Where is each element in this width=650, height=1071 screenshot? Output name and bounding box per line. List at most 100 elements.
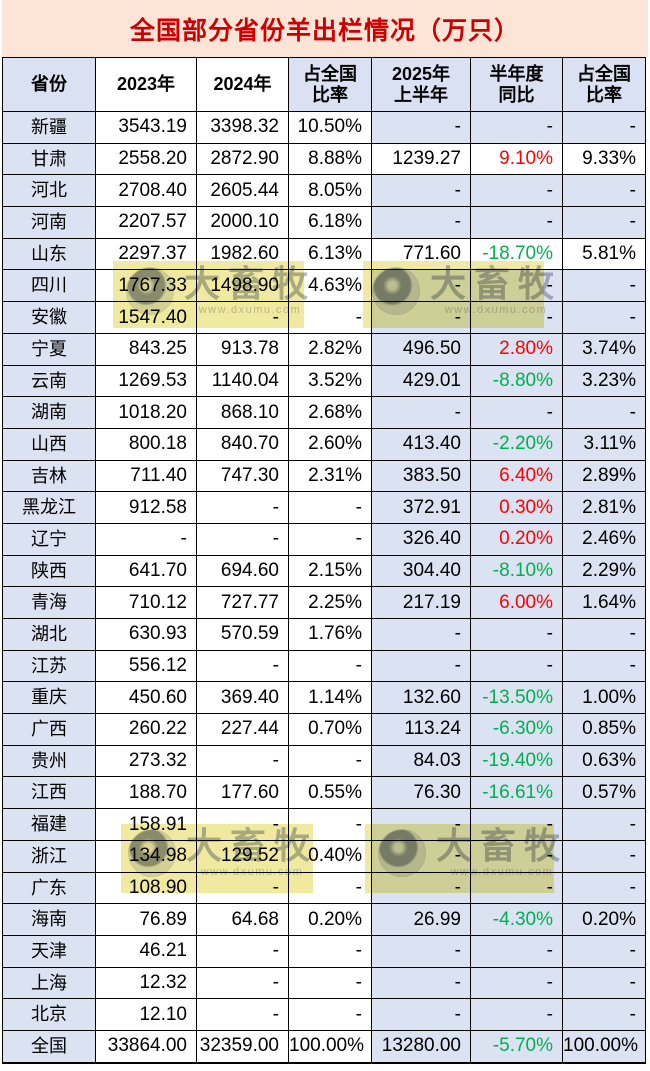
column-header-province: 省份 — [2, 57, 96, 112]
column-header-2025h1: 2025年 上半年 — [371, 57, 471, 112]
cell-h1-share: 3.74% — [562, 332, 646, 366]
cell-2025h1: - — [371, 998, 471, 1031]
cell-share: 3.52% — [288, 364, 372, 398]
cell-2024: - — [196, 491, 289, 524]
cell-h1-share: - — [562, 111, 646, 144]
cell-2024: 1140.04 — [196, 364, 289, 398]
table-row: 黑龙江 912.58- -372.91 0.30% 2.81% — [2, 491, 646, 524]
cell-yoy: -8.10% — [470, 554, 563, 588]
cell-2023: 556.12 — [95, 649, 197, 683]
cell-province: 河北 — [2, 174, 96, 208]
cell-2023: 1269.53 — [95, 364, 197, 398]
table-row: 辽宁 - - -326.40 0.20% 2.46% — [2, 522, 646, 556]
cell-2024: - — [196, 808, 289, 841]
cell-h1-share: - — [562, 808, 646, 841]
cell-2023: 260.22 — [95, 713, 197, 746]
cell-share: - — [288, 966, 372, 1000]
cell-2023: 2558.20 — [95, 142, 197, 176]
cell-h1-share: 0.85% — [562, 713, 646, 746]
table-row: 贵州 273.32- -84.03 -19.40% 0.63% — [2, 744, 646, 778]
page-title: 全国部分省份羊出栏情况（万只） — [2, 0, 648, 57]
cell-yoy: - — [470, 966, 563, 1000]
cell-2024: 177.60 — [196, 776, 289, 810]
cell-province: 海南 — [2, 903, 96, 936]
cell-h1-share: 3.23% — [562, 364, 646, 398]
cell-province: 湖南 — [2, 396, 96, 429]
cell-2024: 913.78 — [196, 332, 289, 366]
cell-yoy: 6.40% — [470, 459, 563, 493]
cell-2023: 2207.57 — [95, 206, 197, 239]
table-row: 广东 108.90- - - - - — [2, 871, 646, 905]
cell-share: 1.14% — [288, 681, 372, 715]
cell-2024: - — [196, 871, 289, 905]
cell-2023: 76.89 — [95, 903, 197, 936]
cell-h1-share: - — [562, 618, 646, 651]
cell-share: 2.31% — [288, 459, 372, 493]
cell-province: 江西 — [2, 776, 96, 810]
cell-province: 甘肃 — [2, 142, 96, 176]
cell-2025h1: 304.40 — [371, 554, 471, 588]
cell-2023: 711.40 — [95, 459, 197, 493]
cell-2023: 134.98 — [95, 839, 197, 873]
table-row: 甘肃 2558.20 2872.90 8.88% 1239.27 9.10% 9.33% — [2, 142, 646, 176]
cell-h1-share: 100.00% — [562, 1029, 646, 1064]
cell-h1-share: 2.46% — [562, 522, 646, 556]
cell-yoy: -16.61% — [470, 776, 563, 810]
table-row: 湖北 630.93 570.59 1.76% - - - — [2, 618, 646, 651]
cell-yoy: - — [470, 998, 563, 1031]
cell-yoy: - — [470, 174, 563, 208]
cell-share: 0.40% — [288, 839, 372, 873]
table-row: 上海 12.32- - - - - — [2, 966, 646, 1000]
cell-share: 2.60% — [288, 427, 372, 461]
cell-yoy: - — [470, 808, 563, 841]
cell-2025h1: - — [371, 871, 471, 905]
cell-2024: 129.52 — [196, 839, 289, 873]
column-header-2023: 2023年 — [95, 57, 197, 112]
cell-2025h1: - — [371, 174, 471, 208]
cell-2023: 800.18 — [95, 427, 197, 461]
cell-2023: 1547.40 — [95, 301, 197, 334]
cell-2024: 868.10 — [196, 396, 289, 429]
cell-h1-share: - — [562, 649, 646, 683]
cell-yoy: - — [470, 618, 563, 651]
cell-2024: - — [196, 998, 289, 1031]
cell-2024: 840.70 — [196, 427, 289, 461]
cell-2025h1: 26.99 — [371, 903, 471, 936]
cell-2025h1: - — [371, 808, 471, 841]
cell-share: 100.00% — [288, 1029, 372, 1064]
cell-yoy: - — [470, 301, 563, 334]
cell-2025h1: - — [371, 839, 471, 873]
cell-province: 辽宁 — [2, 522, 96, 556]
cell-province: 山西 — [2, 427, 96, 461]
cell-2025h1: - — [371, 301, 471, 334]
cell-yoy: - — [470, 934, 563, 968]
cell-yoy: - — [470, 269, 563, 303]
cell-province: 天津 — [2, 934, 96, 968]
cell-2024: 1982.60 — [196, 237, 289, 271]
cell-province: 湖北 — [2, 618, 96, 651]
table-row: 福建 158.91- - - - - — [2, 808, 646, 841]
cell-yoy: -8.80% — [470, 364, 563, 398]
cell-yoy: 0.20% — [470, 522, 563, 556]
cell-h1-share: - — [562, 998, 646, 1031]
table-row: 广西 260.22 227.44 0.70% 113.24 -6.30% 0.85% — [2, 713, 646, 746]
cell-2024: 2872.90 — [196, 142, 289, 176]
table-row: 山西 800.18 840.70 2.60% 413.40 -2.20% 3.11% — [2, 427, 646, 461]
cell-2023: 12.10 — [95, 998, 197, 1031]
table-row: 天津 46.21- - - - - — [2, 934, 646, 968]
cell-2023: 3543.19 — [95, 111, 197, 144]
cell-2024: 694.60 — [196, 554, 289, 588]
cell-province: 陕西 — [2, 554, 96, 588]
cell-yoy: 2.80% — [470, 332, 563, 366]
cell-yoy: - — [470, 206, 563, 239]
cell-2023: 912.58 — [95, 491, 197, 524]
cell-2024: 369.40 — [196, 681, 289, 715]
table-row: 吉林 711.40 747.30 2.31% 383.50 6.40% 2.89% — [2, 459, 646, 493]
cell-2023: 450.60 — [95, 681, 197, 715]
cell-2025h1: 383.50 — [371, 459, 471, 493]
cell-province: 云南 — [2, 364, 96, 398]
cell-province: 安徽 — [2, 301, 96, 334]
cell-yoy: - — [470, 649, 563, 683]
column-header-2024: 2024年 — [196, 57, 289, 112]
cell-2025h1: 13280.00 — [371, 1029, 471, 1064]
